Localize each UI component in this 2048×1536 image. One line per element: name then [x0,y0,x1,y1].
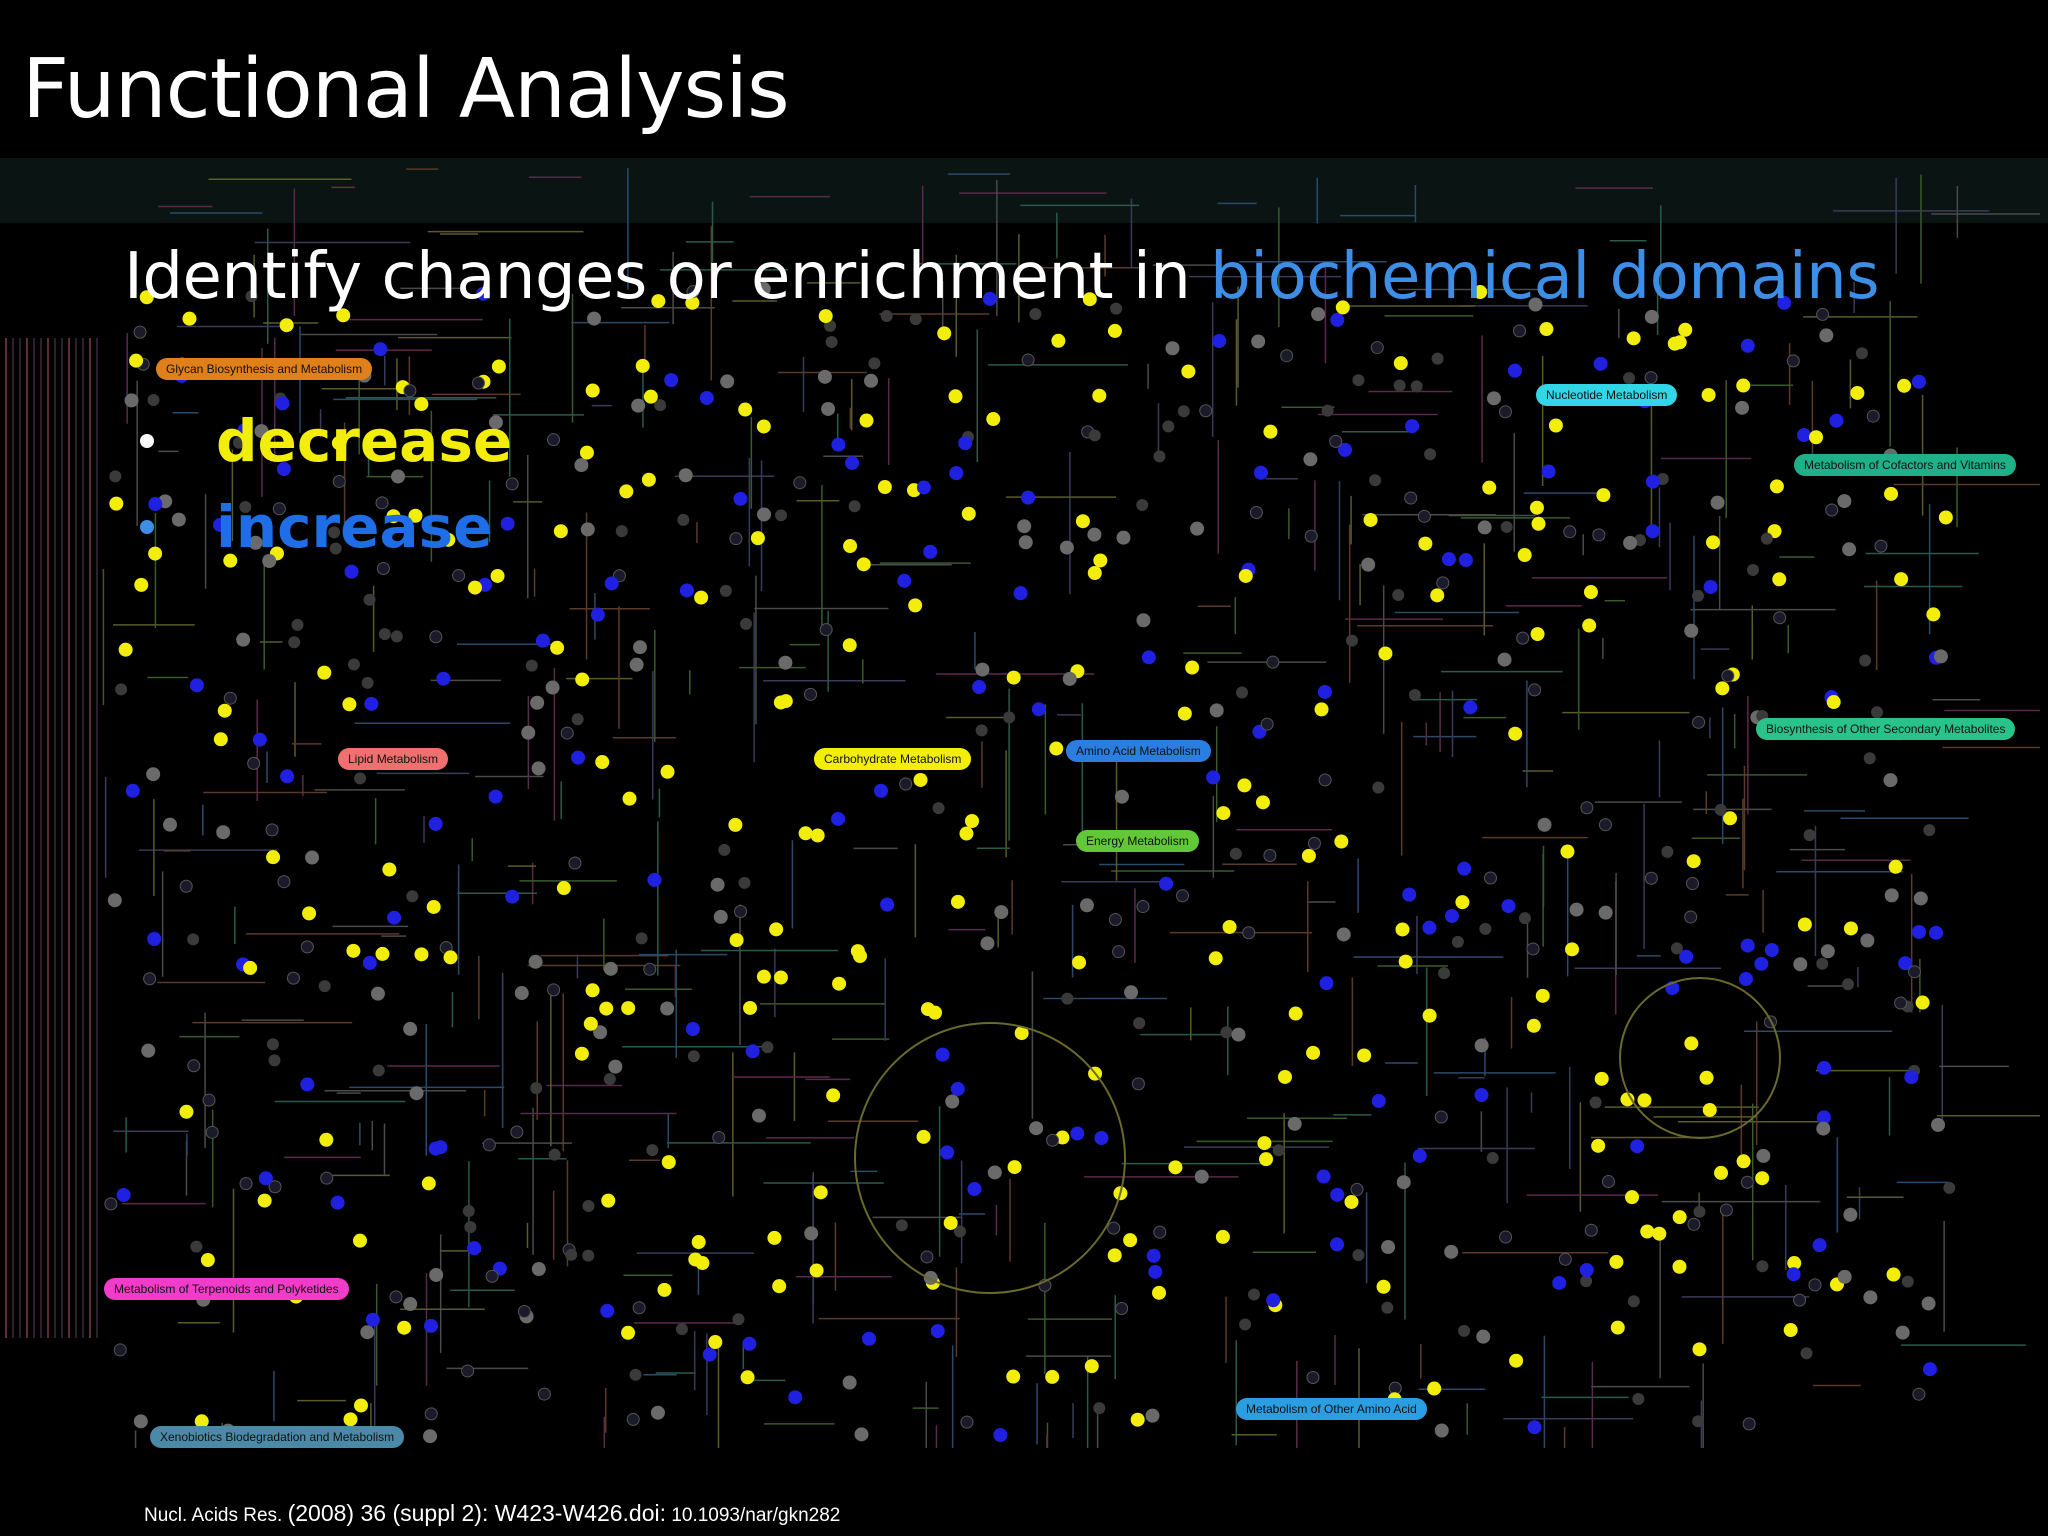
map-label-other-amino: Metabolism of Other Amino Acid [1236,1398,1427,1420]
map-label-energy: Energy Metabolism [1076,830,1199,852]
map-label-amino-acid: Amino Acid Metabolism [1066,740,1211,762]
map-label-xenobiotics: Xenobiotics Biodegradation and Metabolis… [150,1426,405,1448]
legend-item-increase: increase [140,484,512,570]
legend-label-decrease: decrease [216,407,513,475]
map-label-glycan: Glycan Biosynthesis and Metabolism [156,358,373,380]
map-label-secondary: Biosynthesis of Other Secondary Metaboli… [1756,718,2016,740]
map-label-terpenoids: Metabolism of Terpenoids and Polyketides [104,1278,349,1300]
map-label-nucleotide: Nucleotide Metabolism [1536,384,1678,406]
legend-item-decrease: decrease [140,398,512,484]
legend-label-increase: increase [216,493,493,561]
slide-subtitle: Identify changes or enrichment in bioche… [124,240,1880,314]
metabolic-pathway-map: Glycan Biosynthesis and Metabolism Nucle… [0,158,2048,1458]
pathway-network [0,158,2048,1448]
citation-journal: Nucl. Acids Res. [144,1505,283,1526]
map-label-carbohydrate: Carbohydrate Metabolism [814,748,972,770]
slide-title: Functional Analysis [22,42,790,137]
map-label-lipid: Lipid Metabolism [338,748,449,770]
legend-list: decrease increase [140,398,512,570]
subtitle-prefix: Identify changes or enrichment in [124,240,1211,314]
citation-ref: (2008) 36 (suppl 2): W423-W426.doi: [287,1500,667,1526]
bullet-icon [140,520,154,534]
citation: Nucl. Acids Res. (2008) 36 (suppl 2): W4… [144,1500,840,1527]
map-label-cofactors: Metabolism of Cofactors and Vitamins [1794,454,2016,476]
bullet-icon [140,434,154,448]
subtitle-highlight: biochemical domains [1210,240,1880,314]
citation-doi: 10.1093/nar/gkn282 [671,1505,841,1526]
